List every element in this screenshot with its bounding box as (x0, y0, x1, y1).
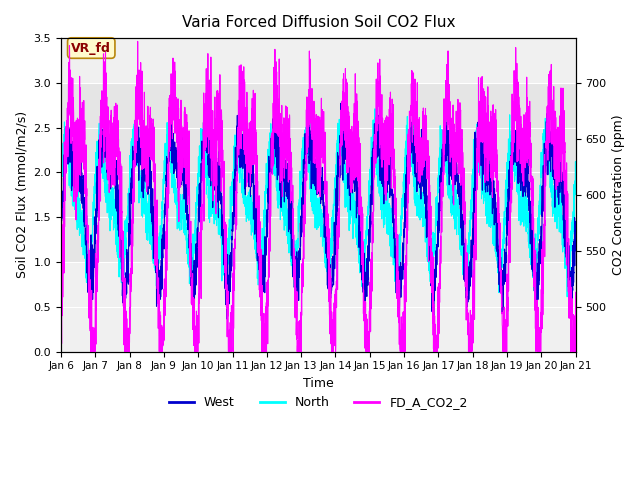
Bar (61, 83, 575, 262)
Title: Varia Forced Diffusion Soil CO2 Flux: Varia Forced Diffusion Soil CO2 Flux (182, 15, 455, 30)
Text: VR_fd: VR_fd (71, 42, 111, 55)
X-axis label: Time: Time (303, 377, 333, 390)
Legend: West, North, FD_A_CO2_2: West, North, FD_A_CO2_2 (164, 391, 473, 414)
Y-axis label: Soil CO2 Flux (mmol/m2/s): Soil CO2 Flux (mmol/m2/s) (15, 111, 28, 278)
Y-axis label: CO2 Concentration (ppm): CO2 Concentration (ppm) (612, 115, 625, 275)
